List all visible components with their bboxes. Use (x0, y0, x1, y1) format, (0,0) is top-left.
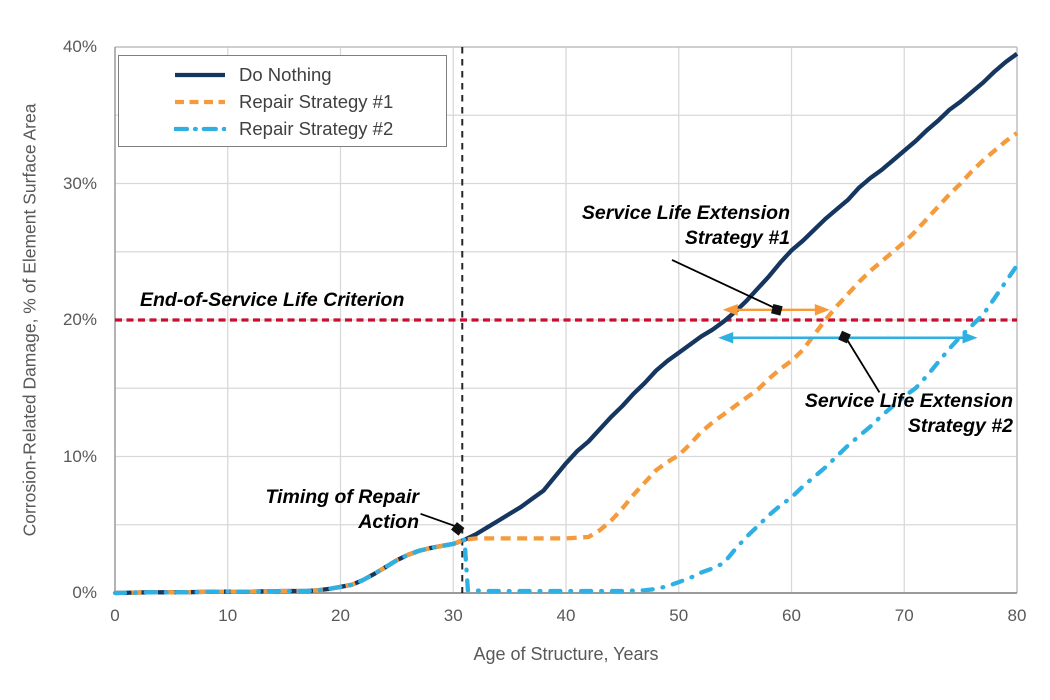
annotation-line: Service Life Extension (581, 202, 790, 224)
legend-label: Do Nothing (239, 63, 332, 85)
timing-of-repair-action-label: Timing of Repair Action (266, 485, 420, 535)
end-of-service-life-criterion-label: End-of-Service Life Criterion (140, 289, 405, 311)
y-tick-label: 10% (62, 446, 97, 466)
legend-item-do-nothing: Do Nothing (119, 61, 446, 88)
x-tick-label: 40 (556, 606, 576, 625)
y-tick-label: 30% (62, 173, 97, 193)
x-axis-title: Age of Structure, Years (473, 644, 659, 664)
x-tick-label: 20 (331, 606, 350, 625)
y-tick-label: 40% (62, 37, 97, 56)
y-axis-title: Corrosion-Related Damage, % of Element S… (19, 103, 40, 537)
line-swatch-icon (174, 126, 226, 131)
legend: Do Nothing Repair Strategy #1 Repair Str… (118, 55, 447, 147)
service-life-extension-strategy-2-label: Service Life Extension Strategy #2 (805, 389, 1013, 439)
line-swatch-icon (175, 99, 225, 104)
annotation-line: Action (358, 511, 419, 533)
y-tick-label: 0% (72, 583, 97, 602)
service-life-extension-strategy-1-label: Service Life Extension Strategy #1 (582, 201, 790, 251)
legend-item-repair-strategy-2: Repair Strategy #2 (119, 115, 446, 142)
annotation-line: Strategy #1 (684, 227, 790, 249)
x-tick-label: 30 (443, 606, 463, 625)
x-tick-label: 80 (1007, 606, 1027, 625)
x-tick-label: 60 (782, 606, 801, 625)
x-tick-label: 70 (894, 606, 914, 625)
annotation-line: Strategy #2 (907, 415, 1013, 437)
legend-label: Repair Strategy #2 (239, 117, 394, 139)
annotation-line: Service Life Extension (804, 390, 1013, 412)
legend-item-repair-strategy-1: Repair Strategy #1 (119, 88, 446, 115)
x-tick-label: 50 (669, 606, 689, 625)
y-tick-label: 20% (62, 310, 97, 329)
line-swatch-icon (175, 72, 225, 77)
legend-label: Repair Strategy #1 (239, 90, 394, 112)
x-tick-label: 0 (110, 606, 120, 625)
annotation-line: Timing of Repair (265, 486, 420, 508)
x-tick-label: 10 (218, 606, 238, 625)
